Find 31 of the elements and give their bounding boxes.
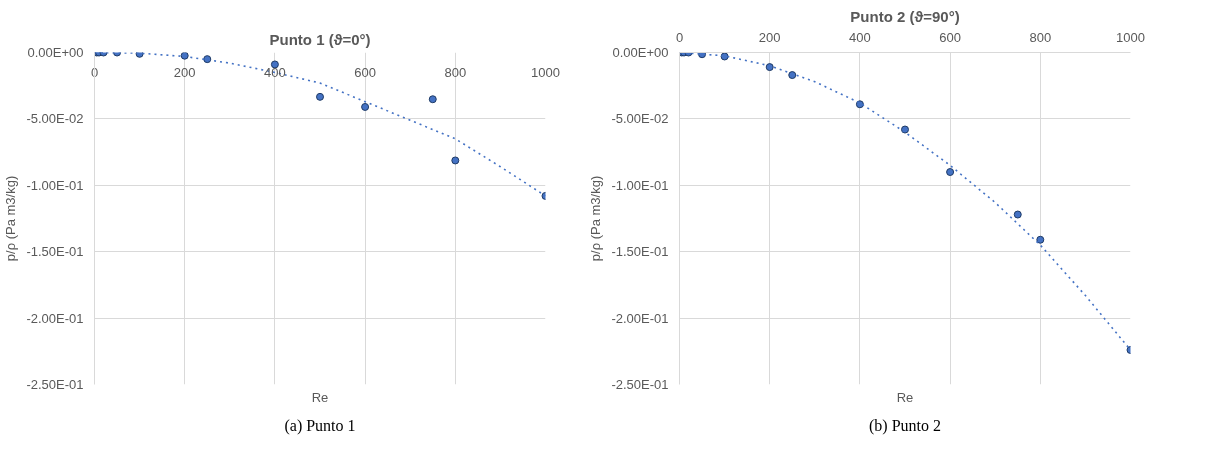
x-axis-title: Re xyxy=(896,389,914,405)
y-axis-title: p/ρ (Pa m3/kg) xyxy=(3,175,19,262)
y-axis-title: p/ρ (Pa m3/kg) xyxy=(588,175,604,262)
chart-title: Punto 1 (ϑ=0°) xyxy=(269,30,371,48)
x-tick-label: 800 xyxy=(1029,29,1052,45)
y-tick-label: -2.00E-01 xyxy=(26,310,84,326)
x-tick-label: 400 xyxy=(849,29,871,45)
y-tick-label: -2.50E-01 xyxy=(611,377,669,392)
x-tick-label: 1000 xyxy=(531,64,560,80)
y-tick-label: -5.00E-02 xyxy=(26,111,84,127)
y-tick-label: -1.00E-01 xyxy=(26,177,84,193)
y-tick-label: -1.50E-01 xyxy=(26,244,84,260)
x-tick-label: 200 xyxy=(173,64,196,80)
text: (b) Punto 2 xyxy=(869,416,941,435)
x-tick-label: 400 xyxy=(264,64,286,80)
y-tick-label: -5.00E-02 xyxy=(611,111,669,127)
x-tick-label: 200 xyxy=(758,29,781,45)
x-tick-label: 1000 xyxy=(1116,29,1145,45)
x-axis-title: Re xyxy=(311,389,329,405)
chart-title: Punto 2 (ϑ=90°) xyxy=(850,7,960,25)
x-tick-label: 0 xyxy=(675,29,684,45)
y-tick-label: -2.00E-01 xyxy=(611,310,669,326)
y-tick-label: -1.00E-01 xyxy=(611,177,669,193)
x-tick-label: 600 xyxy=(939,29,961,45)
x-tick-label: 800 xyxy=(444,64,467,80)
y-tick-label: -1.50E-01 xyxy=(611,244,669,260)
y-tick-label: 0.00E+00 xyxy=(612,45,669,60)
y-tick-label: -2.50E-01 xyxy=(26,377,84,392)
y-tick-label: 0.00E+00 xyxy=(27,45,84,60)
x-tick-label: 600 xyxy=(354,64,376,80)
text: (a) Punto 1 xyxy=(284,416,356,435)
